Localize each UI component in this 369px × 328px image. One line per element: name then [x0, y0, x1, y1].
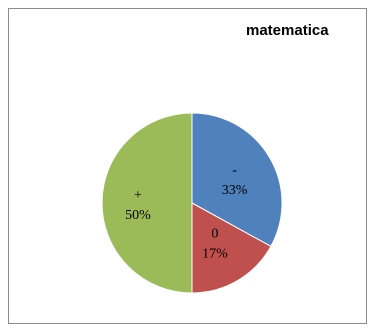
- pie-slice-1: [191, 202, 272, 294]
- slice-value-label-2: 50%: [125, 208, 151, 223]
- chart-title: matematica: [246, 22, 329, 39]
- slice-category-label-2: +: [134, 188, 142, 203]
- slice-category-label-1: 0: [211, 227, 218, 242]
- slice-value-label-0: 33%: [222, 183, 248, 198]
- slice-category-label-0: -: [232, 163, 237, 178]
- pie-slice-0: [191, 112, 283, 248]
- slice-value-label-1: 17%: [202, 247, 228, 262]
- pie-slice-2: [101, 112, 193, 294]
